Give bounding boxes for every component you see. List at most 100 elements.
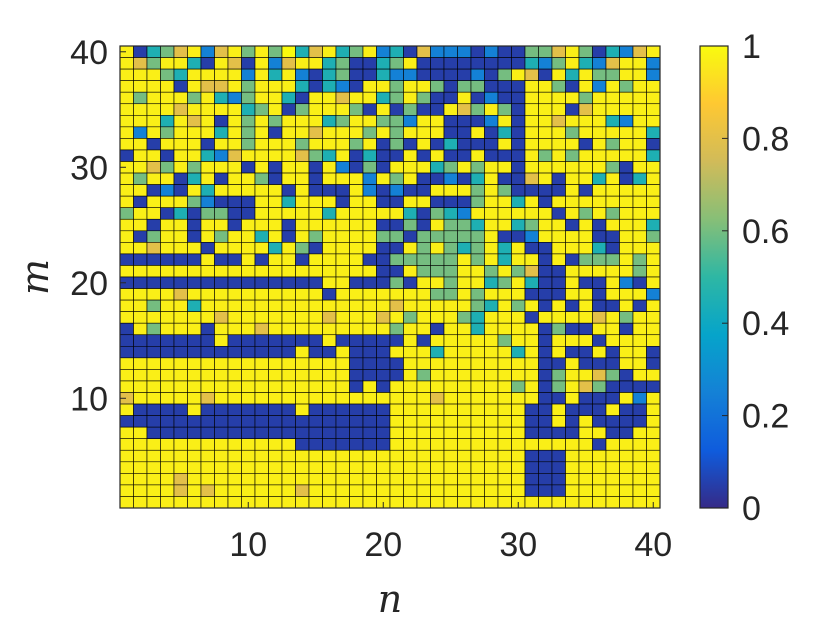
heatmap-cell bbox=[592, 103, 607, 116]
heatmap-cell bbox=[376, 334, 391, 347]
heatmap-cell bbox=[133, 242, 148, 255]
heatmap-cell bbox=[322, 496, 337, 509]
heatmap-cell bbox=[335, 195, 350, 208]
heatmap-cell bbox=[511, 484, 526, 497]
heatmap-cell bbox=[187, 380, 202, 393]
heatmap-cell bbox=[565, 80, 580, 93]
heatmap-cell bbox=[214, 80, 229, 93]
heatmap-cell bbox=[281, 68, 296, 81]
heatmap-cell bbox=[119, 172, 134, 185]
heatmap-cell bbox=[457, 80, 472, 93]
heatmap-cell bbox=[322, 161, 337, 174]
heatmap-cell bbox=[538, 322, 553, 336]
heatmap-cell bbox=[484, 449, 499, 463]
heatmap-cell bbox=[592, 438, 607, 451]
heatmap-cell bbox=[295, 403, 310, 416]
heatmap-cell bbox=[484, 230, 499, 243]
heatmap-cell bbox=[200, 369, 215, 382]
heatmap-cell bbox=[646, 207, 661, 220]
heatmap-cell bbox=[241, 68, 256, 81]
heatmap-cell bbox=[308, 322, 323, 336]
heatmap-cell bbox=[187, 195, 202, 208]
heatmap-cell bbox=[389, 496, 404, 509]
heatmap-cell bbox=[430, 461, 445, 474]
heatmap-cell bbox=[335, 91, 350, 105]
heatmap-cell bbox=[227, 473, 242, 486]
heatmap-cell bbox=[497, 403, 512, 416]
heatmap-cell bbox=[632, 288, 647, 301]
heatmap-cell bbox=[241, 461, 256, 474]
heatmap-cell bbox=[443, 369, 458, 382]
heatmap-cell bbox=[497, 484, 512, 497]
heatmap-cell bbox=[551, 172, 566, 185]
heatmap-cell bbox=[187, 80, 202, 93]
heatmap-cell bbox=[187, 288, 202, 301]
heatmap-cell bbox=[457, 380, 472, 393]
heatmap-cell bbox=[605, 288, 620, 301]
heatmap-cell bbox=[605, 345, 620, 359]
heatmap-cell bbox=[281, 299, 296, 312]
heatmap-cell bbox=[389, 80, 404, 93]
heatmap-cell bbox=[592, 195, 607, 208]
heatmap-cell bbox=[592, 426, 607, 439]
heatmap-cell bbox=[484, 57, 499, 70]
heatmap-cell bbox=[349, 126, 364, 139]
heatmap-cell bbox=[268, 253, 283, 266]
heatmap-cell bbox=[146, 218, 161, 232]
heatmap-cell bbox=[281, 126, 296, 139]
heatmap-cell bbox=[592, 172, 607, 185]
plot-frame bbox=[119, 45, 661, 509]
heatmap-cell bbox=[322, 392, 337, 405]
heatmap-cell bbox=[389, 473, 404, 486]
heatmap-cell bbox=[430, 230, 445, 243]
heatmap-cell bbox=[254, 496, 269, 509]
heatmap-cell bbox=[173, 322, 188, 336]
heatmap-cell bbox=[578, 380, 593, 393]
heatmap-cell bbox=[619, 207, 634, 220]
heatmap-cell bbox=[187, 299, 202, 312]
heatmap-cell bbox=[227, 138, 242, 151]
heatmap-cell bbox=[376, 288, 391, 301]
heatmap-cell bbox=[578, 253, 593, 266]
heatmap-cell bbox=[295, 299, 310, 312]
heatmap-cell bbox=[632, 126, 647, 139]
heatmap-cell bbox=[430, 415, 445, 428]
heatmap-cell bbox=[538, 473, 553, 486]
heatmap-cell bbox=[241, 103, 256, 116]
heatmap-cell bbox=[187, 311, 202, 324]
heatmap-cell bbox=[632, 218, 647, 232]
heatmap-cell bbox=[511, 138, 526, 151]
heatmap-cell bbox=[403, 496, 418, 509]
heatmap-cell bbox=[349, 473, 364, 486]
heatmap-cell bbox=[524, 426, 539, 439]
heatmap-cell bbox=[578, 311, 593, 324]
heatmap-cell bbox=[349, 230, 364, 243]
heatmap-cell bbox=[308, 276, 323, 289]
heatmap-cell bbox=[362, 369, 377, 382]
heatmap-cell bbox=[632, 392, 647, 405]
heatmap-cell bbox=[160, 322, 175, 336]
heatmap-cell bbox=[538, 57, 553, 70]
heatmap-cell bbox=[551, 68, 566, 81]
heatmap-cell bbox=[200, 91, 215, 105]
heatmap-cell bbox=[430, 172, 445, 185]
heatmap-cell bbox=[511, 403, 526, 416]
heatmap-cell bbox=[389, 218, 404, 232]
heatmap-cell bbox=[524, 334, 539, 347]
heatmap-cell bbox=[376, 91, 391, 105]
heatmap-cell bbox=[362, 265, 377, 278]
heatmap-cell bbox=[524, 207, 539, 220]
heatmap-cell bbox=[592, 242, 607, 255]
heatmap-cell bbox=[551, 311, 566, 324]
heatmap-cell bbox=[416, 438, 431, 451]
heatmap-cell bbox=[133, 91, 148, 105]
heatmap-cell bbox=[214, 91, 229, 105]
heatmap-cell bbox=[389, 299, 404, 312]
heatmap-cell bbox=[457, 484, 472, 497]
heatmap-cell bbox=[605, 172, 620, 185]
heatmap-cell bbox=[308, 115, 323, 128]
heatmap-cell bbox=[538, 461, 553, 474]
heatmap-cell bbox=[619, 322, 634, 336]
heatmap-cell bbox=[160, 68, 175, 81]
heatmap-cell bbox=[146, 357, 161, 370]
